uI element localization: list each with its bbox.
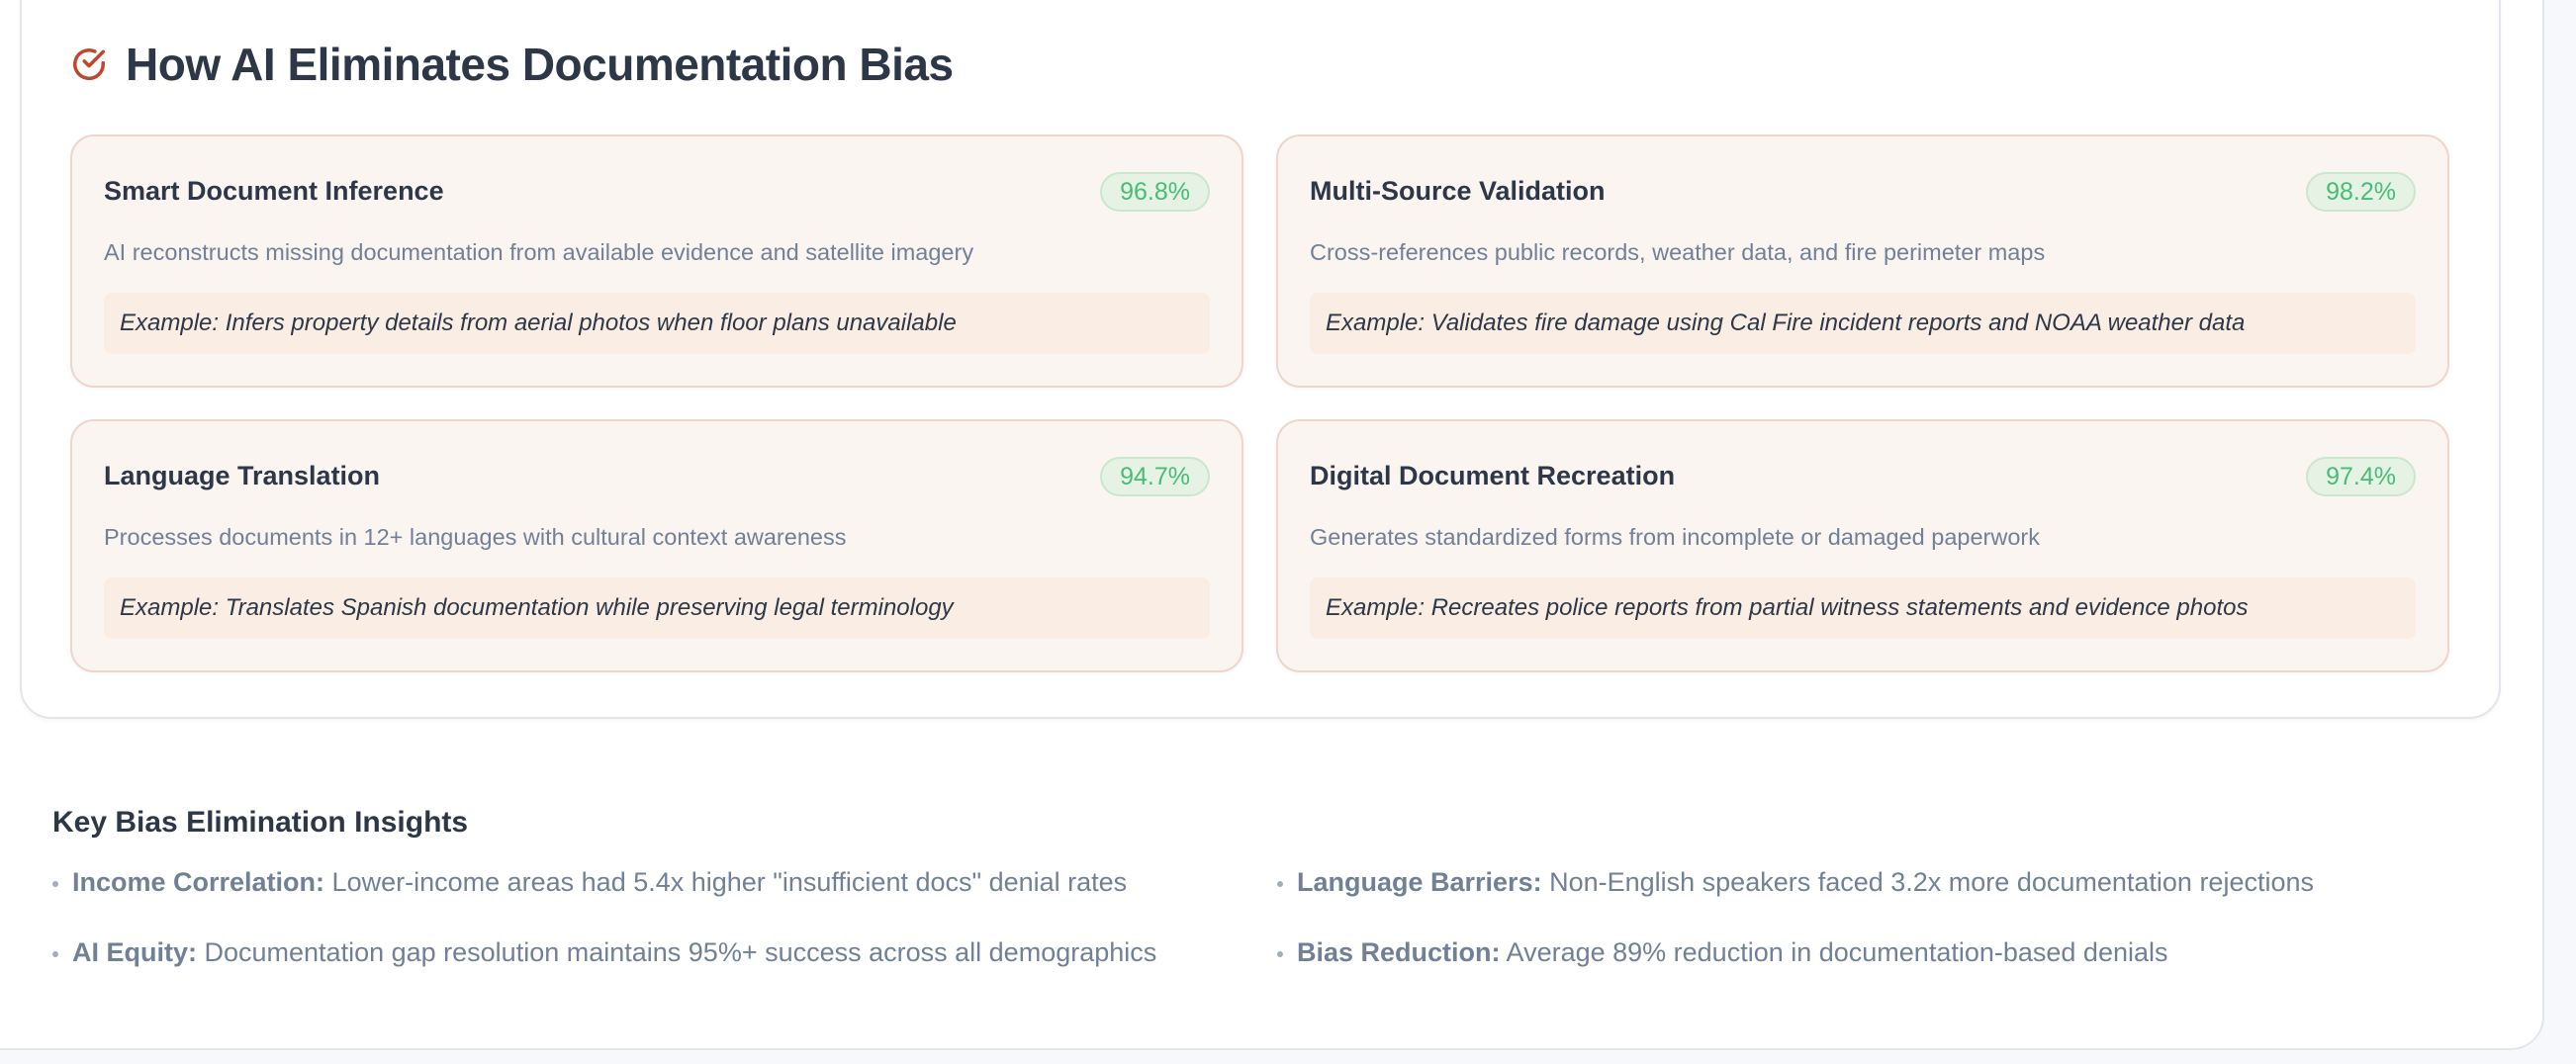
bullet-dot [1277,950,1283,957]
card-example: Example: Validates fire damage using Cal… [1310,293,2416,354]
accuracy-badge: 96.8% [1100,172,1210,212]
card-title: Smart Document Inference [104,176,444,206]
feature-card-digital-document-recreation: Digital Document Recreation 97.4% Genera… [1276,419,2449,672]
feature-card-smart-document-inference: Smart Document Inference 96.8% AI recons… [70,134,1243,388]
accuracy-badge: 98.2% [2306,172,2416,212]
insight-income-correlation: Income Correlation: Lower-income areas h… [52,867,1127,898]
insights-heading: Key Bias Elimination Insights [52,806,469,839]
insight-text: Non-English speakers faced 3.2x more doc… [1541,867,2314,897]
insight-text: Average 89% reduction in documentation-b… [1500,937,2168,967]
insight-text: Lower-income areas had 5.4x higher "insu… [324,867,1128,897]
insight-label: Income Correlation: [72,867,325,897]
insight-ai-equity: AI Equity: Documentation gap resolution … [52,937,1156,968]
card-title: Digital Document Recreation [1310,461,1676,490]
bullet-dot [52,950,58,957]
check-circle-icon [73,48,105,80]
insight-text: Documentation gap resolution maintains 9… [197,937,1157,967]
card-description: Generates standardized forms from incomp… [1310,524,2041,550]
insight-label: AI Equity: [72,937,197,967]
feature-card-multi-source-validation: Multi-Source Validation 98.2% Cross-refe… [1276,134,2449,388]
card-description: Processes documents in 12+ languages wit… [104,524,847,550]
bullet-dot [1277,880,1283,887]
card-title: Multi-Source Validation [1310,176,1606,206]
section-header: How AI Eliminates Documentation Bias [70,38,954,91]
insight-language-barriers: Language Barriers: Non-English speakers … [1277,867,2314,898]
accuracy-badge: 97.4% [2306,457,2416,496]
card-description: AI reconstructs missing documentation fr… [104,239,974,265]
card-example: Example: Infers property details from ae… [104,293,1210,354]
card-example: Example: Recreates police reports from p… [1310,577,2416,639]
insight-label: Language Barriers: [1297,867,1542,897]
card-example: Example: Translates Spanish documentatio… [104,577,1210,639]
insight-label: Bias Reduction: [1297,937,1501,967]
card-title: Language Translation [104,461,381,490]
bullet-dot [52,880,58,887]
card-description: Cross-references public records, weather… [1310,239,2046,265]
feature-card-language-translation: Language Translation 94.7% Processes doc… [70,419,1243,672]
section-title: How AI Eliminates Documentation Bias [126,39,954,90]
accuracy-badge: 94.7% [1100,457,1210,496]
insight-bias-reduction: Bias Reduction: Average 89% reduction in… [1277,937,2168,968]
